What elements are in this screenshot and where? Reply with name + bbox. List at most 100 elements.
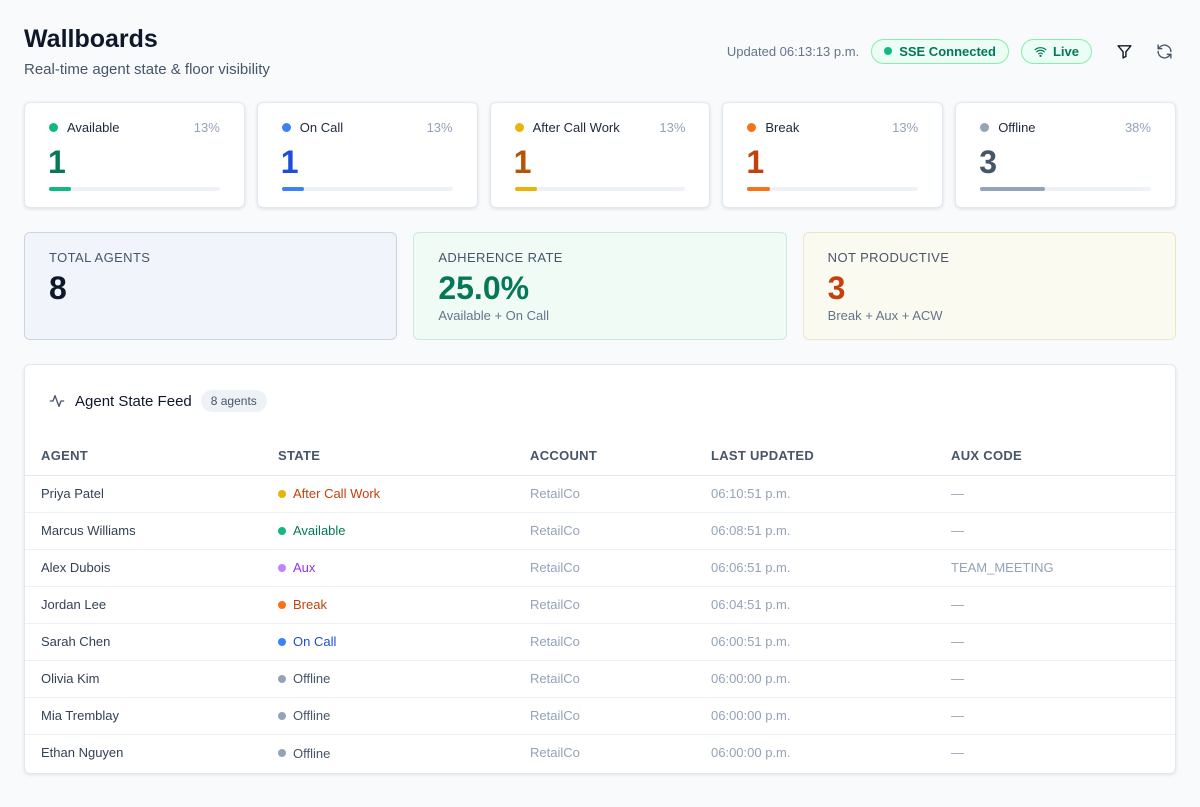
state-indicator: Aux	[278, 560, 315, 575]
total-agents-card: TOTAL AGENTS 8	[24, 232, 398, 340]
last-updated-cell: 06:08:51 p.m.	[711, 512, 951, 550]
state-indicator: On Call	[278, 634, 336, 649]
column-header-last-updated[interactable]: LAST UPDATED	[711, 437, 951, 476]
agent-name: Jordan Lee	[25, 586, 278, 624]
table-row[interactable]: Ethan Nguyen Offline RetailCo 06:00:00 p.m.…	[25, 734, 1175, 771]
column-header-aux-code[interactable]: AUX CODE	[951, 437, 1175, 476]
last-updated-cell: 06:00:00 p.m.	[711, 660, 951, 698]
state-dot-icon	[747, 123, 757, 132]
agent-state-cell: Aux	[278, 549, 530, 587]
state-dot-icon	[281, 123, 291, 132]
stat-percent: 13%	[426, 120, 453, 135]
stat-progress-track	[514, 187, 686, 191]
aux-code-cell: —	[951, 623, 1175, 661]
agent-name: Alex Dubois	[25, 549, 278, 587]
summary-value: 8	[49, 270, 67, 306]
account-cell: RetailCo	[530, 697, 711, 735]
stat-progress-track	[980, 187, 1151, 191]
table-row[interactable]: Sarah Chen On Call RetailCo 06:00:51 p.m. —	[25, 623, 1175, 661]
stat-count: 1	[280, 144, 299, 180]
stat-label: Break	[765, 120, 800, 135]
state-label: Offline	[293, 708, 331, 724]
stat-count: 1	[513, 144, 532, 180]
table-row[interactable]: Marcus Williams Available RetailCo 06:08:51…	[25, 512, 1175, 550]
last-updated-cell: 06:04:51 p.m.	[711, 586, 951, 624]
state-dot-icon	[278, 637, 286, 646]
refresh-button[interactable]	[1152, 39, 1176, 63]
aux-code-cell: —	[951, 512, 1175, 550]
last-updated-cell: 06:00:00 p.m.	[711, 745, 791, 761]
agent-name: Olivia Kim	[25, 660, 278, 698]
account-cell: RetailCo	[530, 660, 711, 698]
state-dot-icon	[278, 526, 286, 535]
agent-table: AGENT STATE ACCOUNT LAST UPDATED AUX COD…	[25, 437, 1175, 771]
stat-card-break: Break 13% 1	[722, 102, 944, 208]
page-title: Wallboards	[24, 25, 158, 53]
agent-state-feed-panel: Agent State Feed 8 agents AGENT STATE AC…	[24, 364, 1176, 774]
stat-label-row: After Call Work	[514, 120, 620, 135]
last-updated-cell: 06:10:51 p.m.	[711, 475, 951, 513]
feed-header: Agent State Feed 8 agents	[49, 389, 267, 413]
stat-card-on-call: On Call 13% 1	[256, 102, 478, 208]
agent-name: Priya Patel	[25, 475, 278, 513]
state-dot-icon	[278, 489, 286, 498]
state-label: On Call	[293, 634, 337, 650]
stat-percent: 13%	[193, 120, 220, 135]
stat-count: 1	[48, 144, 66, 180]
aux-code-cell: —	[951, 475, 1175, 513]
live-badge: Live	[1020, 38, 1092, 64]
state-indicator: Available	[278, 523, 346, 538]
state-label: After Call Work	[293, 486, 381, 502]
column-header-state[interactable]: STATE	[278, 437, 530, 476]
stat-progress-track	[281, 187, 453, 191]
aux-code-cell: —	[951, 697, 1175, 735]
agent-name: Sarah Chen	[25, 623, 278, 661]
agent-state-cell: On Call	[278, 623, 530, 661]
filter-button[interactable]	[1112, 39, 1136, 63]
state-dot-icon	[278, 600, 286, 609]
account-cell: RetailCo	[530, 745, 580, 761]
last-updated-cell: 06:00:00 p.m.	[711, 697, 951, 735]
feed-title: Agent State Feed	[75, 392, 192, 410]
table-row[interactable]: Olivia Kim Offline RetailCo 06:00:00 p.m. —	[25, 660, 1175, 698]
table-row[interactable]: Mia Tremblay Offline RetailCo 06:00:00 p.m.…	[25, 697, 1175, 735]
table-row[interactable]: Jordan Lee Break RetailCo 06:04:51 p.m. —	[25, 586, 1175, 624]
account-cell: RetailCo	[530, 586, 711, 624]
state-dot-icon	[980, 123, 990, 132]
table-header-row: AGENT STATE ACCOUNT LAST UPDATED AUX COD…	[25, 437, 1175, 476]
updated-timestamp: Updated 06:13:13 p.m.	[726, 43, 860, 59]
page-header: Wallboards Real-time agent state & floor…	[24, 24, 1176, 80]
aux-code-cell: —	[951, 586, 1175, 624]
not-productive-card: NOT PRODUCTIVE 3 Break + Aux + ACW	[802, 232, 1176, 340]
state-label: Offline	[293, 745, 331, 761]
agent-state-cell: Available	[278, 512, 530, 550]
summary-subtext: Available + On Call	[438, 308, 550, 323]
column-header-agent[interactable]: AGENT	[25, 437, 278, 476]
account-cell: RetailCo	[530, 512, 711, 550]
agent-name: Ethan Nguyen	[41, 745, 124, 761]
account-cell: RetailCo	[530, 475, 711, 513]
stat-progress-fill	[980, 187, 1046, 191]
stat-percent: 13%	[659, 120, 686, 135]
stat-progress-track	[49, 187, 220, 191]
table-row[interactable]: Priya Patel After Call Work RetailCo 06:10:…	[25, 475, 1175, 513]
agent-state-cell: Offline	[278, 660, 530, 698]
stat-progress-fill	[281, 187, 304, 191]
filter-icon	[1116, 44, 1132, 59]
stat-label-row: Break	[747, 120, 799, 135]
agent-name: Marcus Williams	[25, 512, 278, 550]
page-subtitle: Real-time agent state & floor visibility	[24, 61, 270, 78]
summary-label: TOTAL AGENTS	[49, 250, 151, 265]
state-label: Offline	[293, 671, 331, 687]
column-header-account[interactable]: ACCOUNT	[530, 437, 711, 476]
stat-card-offline: Offline 38% 3	[955, 102, 1176, 208]
stat-percent: 13%	[892, 120, 919, 135]
table-row[interactable]: Alex Dubois Aux RetailCo 06:06:51 p.m. TEAM_…	[25, 549, 1175, 587]
wifi-icon	[1034, 46, 1047, 57]
state-dot-icon	[49, 123, 58, 132]
stat-count: 1	[746, 144, 765, 180]
state-dot-icon	[514, 123, 524, 132]
stat-count: 3	[979, 144, 997, 180]
agent-count-badge: 8 agents	[200, 390, 267, 412]
last-updated-cell: 06:00:51 p.m.	[711, 623, 951, 661]
